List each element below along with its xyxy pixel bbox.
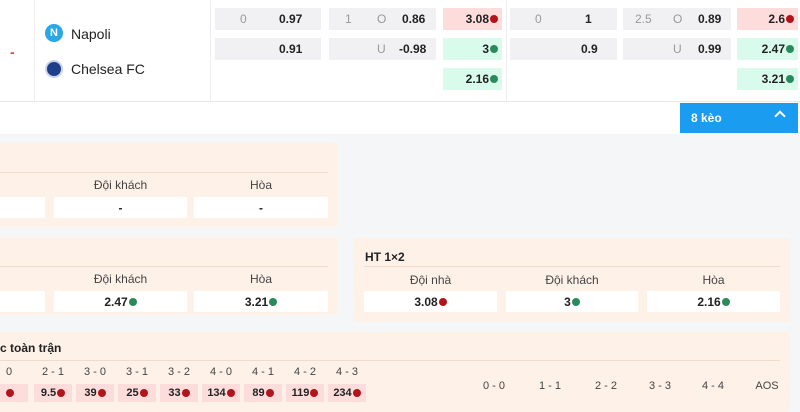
market-panel-1: Đội khách Hòa - - — [0, 143, 338, 227]
score-odds[interactable]: 25 — [118, 384, 156, 402]
score-odds[interactable]: 39 — [76, 384, 114, 402]
odds-home[interactable] — [0, 197, 45, 218]
score-odds[interactable]: 119 — [286, 384, 324, 402]
label-away: Đội khách — [93, 272, 148, 286]
ft-under[interactable]: U -0.98 — [329, 38, 436, 60]
away-team[interactable]: Chelsea FC — [71, 61, 145, 77]
up-icon — [490, 45, 498, 53]
ft-1x2-away[interactable]: 3 — [443, 38, 502, 60]
odds-home[interactable]: 3.08 — [364, 291, 497, 312]
draw-score-label: 4 - 4 — [701, 380, 724, 392]
label-away: Đội khách — [545, 273, 599, 287]
down-icon — [57, 389, 66, 397]
score-label: 0 — [5, 366, 13, 378]
label-away: Đội khách — [93, 178, 148, 192]
draw-score-label: AOS — [755, 380, 779, 392]
ft-handicap-home[interactable]: 0 0.97 — [215, 8, 321, 30]
score-odds[interactable]: 234 — [328, 384, 366, 402]
down-icon — [786, 15, 794, 23]
down-icon — [490, 15, 498, 23]
odds-away[interactable]: 2.47 — [54, 291, 187, 312]
up-icon — [786, 75, 794, 83]
ft-handicap-away[interactable]: 0.91 — [215, 38, 321, 60]
score-odds[interactable]: 134 — [202, 384, 240, 402]
up-icon — [786, 45, 794, 53]
up-icon — [269, 297, 278, 306]
score-label: 3 - 0 — [83, 366, 106, 378]
draw-score-label: 1 - 1 — [538, 380, 561, 392]
score-label: 4 - 1 — [251, 366, 274, 378]
label-draw: Hòa — [249, 178, 272, 192]
more-bets-button[interactable]: 8 kèo — [680, 103, 798, 133]
score-label: 4 - 3 — [335, 366, 358, 378]
down-icon — [97, 389, 106, 397]
match-score: - — [10, 44, 15, 60]
odds-home[interactable] — [0, 291, 45, 312]
napoli-logo-icon: N — [45, 24, 63, 42]
up-icon — [128, 297, 137, 306]
market-panel-2: Đội khách Hòa 2.47 3.21 — [0, 237, 338, 315]
ft-1x2-home[interactable]: 3.08 — [443, 8, 502, 30]
label-home: Đội nhà — [409, 273, 452, 287]
more-bar: 8 kèo — [0, 102, 800, 134]
score-label: 3 - 1 — [125, 366, 148, 378]
odds-draw[interactable]: - — [194, 197, 328, 218]
down-icon — [438, 297, 447, 306]
draw-score-label: 0 - 0 — [482, 380, 505, 392]
score-label: 2 - 1 — [41, 366, 64, 378]
ht-1x2-panel: HT 1×2 Đội nhà Đội khách Hòa 3.08 3 2.16 — [354, 238, 790, 322]
ft-1x2-draw[interactable]: 2.16 — [443, 68, 502, 90]
score-label: 3 - 2 — [167, 366, 190, 378]
down-icon — [226, 389, 235, 397]
up-icon — [721, 297, 730, 306]
score-odds[interactable] — [0, 384, 28, 402]
match-row: - N Napoli Chelsea FC 0 0.97 0.91 1 O 0.86 … — [0, 0, 800, 102]
panel-title: HT 1×2 — [365, 250, 405, 264]
ht-1x2-away[interactable]: 2.47 — [737, 38, 798, 60]
score-odds[interactable]: 33 — [160, 384, 198, 402]
ht-under[interactable]: U 0.99 — [623, 38, 731, 60]
ht-handicap-away[interactable]: 0.9 — [510, 38, 617, 60]
score-label: 4 - 2 — [293, 366, 316, 378]
label-draw: Hòa — [702, 273, 725, 287]
label-draw: Hòa — [249, 272, 272, 286]
chevron-up-icon — [774, 110, 786, 122]
score-label: 4 - 0 — [209, 366, 232, 378]
teams-cell: N Napoli Chelsea FC — [34, 0, 211, 102]
ht-over[interactable]: 2.5 O 0.89 — [623, 8, 731, 30]
down-icon — [310, 389, 319, 397]
down-icon — [352, 389, 361, 397]
odds-draw[interactable]: 2.16 — [647, 291, 780, 312]
chelsea-logo-icon — [45, 60, 63, 78]
down-icon — [5, 389, 14, 397]
odds-away[interactable]: 3 — [506, 291, 638, 312]
correct-score-panel: c toàn trận 0 2 - 1 9.5 3 - 0 39 3 - 1 25 3 - 2… — [0, 332, 790, 412]
up-icon — [571, 297, 580, 306]
odds-away[interactable]: - — [54, 197, 187, 218]
draw-score-label: 3 - 3 — [648, 380, 671, 392]
home-team[interactable]: Napoli — [71, 26, 111, 42]
odds-draw[interactable]: 3.21 — [194, 291, 328, 312]
ft-over[interactable]: 1 O 0.86 — [329, 8, 436, 30]
ht-1x2-draw[interactable]: 3.21 — [737, 68, 798, 90]
panel-title: c toàn trận — [0, 341, 62, 355]
down-icon — [139, 389, 148, 397]
down-icon — [181, 389, 190, 397]
score-odds[interactable]: 9.5 — [34, 384, 72, 402]
score-odds[interactable]: 89 — [244, 384, 282, 402]
draw-score-label: 2 - 2 — [594, 380, 617, 392]
ht-1x2-home[interactable]: 2.6 — [737, 8, 798, 30]
up-icon — [490, 75, 498, 83]
down-icon — [265, 389, 274, 397]
